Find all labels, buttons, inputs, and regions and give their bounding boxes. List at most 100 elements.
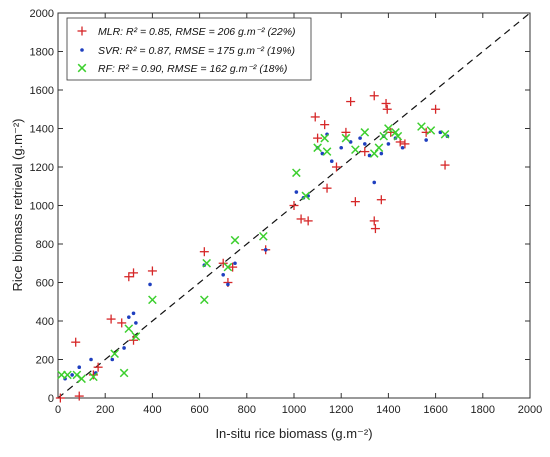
data-point-rf bbox=[199, 295, 209, 305]
data-point-rf bbox=[426, 126, 436, 135]
data-point-rf bbox=[320, 133, 330, 143]
data-point-svr bbox=[122, 346, 126, 350]
data-point-rf bbox=[131, 332, 141, 341]
x-tick-label: 0 bbox=[55, 404, 61, 416]
data-point-svr bbox=[329, 159, 334, 164]
x-tick-label: 200 bbox=[96, 404, 114, 416]
x-tick-label: 2000 bbox=[518, 404, 542, 416]
data-point-svr bbox=[339, 145, 344, 150]
points-layer bbox=[55, 91, 450, 403]
data-point-svr bbox=[372, 180, 377, 185]
data-point-mlr bbox=[331, 162, 341, 172]
data-point-rf bbox=[202, 258, 212, 268]
legend-label-svr: SVR: R² = 0.87, RMSE = 175 g.m⁻² (19%) bbox=[98, 45, 295, 57]
data-point-mlr bbox=[129, 268, 139, 278]
data-point-rf bbox=[230, 235, 240, 245]
data-point-mlr bbox=[106, 314, 116, 324]
data-point-mlr bbox=[341, 127, 351, 137]
data-point-mlr bbox=[303, 216, 313, 226]
data-point-rf bbox=[417, 122, 426, 131]
data-point-rf bbox=[384, 124, 393, 133]
data-point-svr bbox=[127, 315, 131, 319]
data-point-svr bbox=[110, 357, 115, 362]
data-point-rf bbox=[63, 370, 72, 380]
data-point-mlr bbox=[74, 391, 84, 401]
data-point-mlr bbox=[381, 98, 391, 108]
legend-markers bbox=[77, 26, 87, 73]
data-point-svr bbox=[134, 321, 138, 325]
y-tick-label: 600 bbox=[36, 278, 54, 290]
data-point-mlr bbox=[55, 393, 65, 403]
data-point-mlr bbox=[147, 266, 157, 276]
data-point-mlr bbox=[310, 112, 320, 122]
data-point-rf bbox=[301, 191, 311, 201]
data-point-rf bbox=[393, 131, 403, 141]
y-tick-label: 0 bbox=[48, 393, 54, 405]
data-point-mlr bbox=[360, 147, 370, 157]
data-point-mlr bbox=[296, 214, 306, 224]
legend-box bbox=[66, 17, 312, 81]
data-point-svr bbox=[233, 261, 237, 266]
data-point-svr bbox=[89, 357, 93, 362]
x-tick-label: 1600 bbox=[423, 404, 447, 416]
x-axis-title: In-situ rice biomass (g.m⁻²) bbox=[215, 426, 372, 441]
data-point-mlr bbox=[369, 91, 379, 101]
data-point-rf bbox=[379, 131, 389, 141]
data-point-mlr bbox=[376, 195, 386, 205]
data-point-mlr bbox=[129, 335, 139, 345]
x-tick-label: 800 bbox=[238, 404, 256, 416]
x-tick-label: 400 bbox=[143, 404, 161, 416]
data-point-mlr bbox=[350, 197, 360, 207]
data-point-rf bbox=[119, 368, 129, 378]
y-tick-label: 400 bbox=[36, 316, 54, 328]
data-point-mlr bbox=[346, 97, 356, 107]
data-point-svr bbox=[77, 365, 82, 370]
data-point-svr bbox=[131, 311, 136, 316]
data-point-rf bbox=[110, 349, 119, 359]
x-tick-label: 1800 bbox=[471, 404, 495, 416]
y-tick-label: 800 bbox=[36, 239, 54, 251]
x-tick-label: 1000 bbox=[282, 404, 306, 416]
ticks-layer: 0 200 400 600 800 1000 1200 1400 1600 1800 2000 0 20… bbox=[30, 8, 543, 416]
y-tick-label: 1000 bbox=[30, 201, 54, 213]
data-point-mlr bbox=[322, 183, 332, 193]
x-tick-label: 600 bbox=[190, 404, 208, 416]
data-point-svr bbox=[358, 136, 362, 140]
data-point-rf bbox=[391, 128, 400, 137]
data-point-svr bbox=[400, 145, 405, 150]
data-point-svr bbox=[70, 373, 74, 377]
y-tick-label: 1400 bbox=[30, 124, 54, 136]
data-point-svr bbox=[263, 247, 268, 252]
data-point-mlr bbox=[369, 216, 379, 226]
data-point-mlr bbox=[400, 139, 410, 149]
data-point-rf bbox=[77, 374, 86, 384]
data-point-mlr bbox=[431, 104, 441, 114]
legend-marker-rf bbox=[77, 63, 87, 73]
y-tick-label: 1800 bbox=[30, 47, 54, 59]
x-tick-label: 1200 bbox=[329, 404, 353, 416]
data-point-mlr bbox=[228, 262, 238, 272]
data-point-mlr bbox=[320, 120, 330, 130]
data-point-mlr bbox=[289, 201, 299, 210]
data-point-svr bbox=[148, 282, 152, 287]
data-point-svr bbox=[424, 138, 428, 142]
legend-label-rf: RF: R² = 0.90, RMSE = 162 g.m⁻² (18%) bbox=[98, 63, 287, 75]
y-axis-title: Rice biomass retrieval (g.m⁻²) bbox=[10, 118, 25, 291]
data-point-rf bbox=[351, 145, 360, 155]
data-point-mlr bbox=[117, 318, 127, 328]
data-point-mlr bbox=[218, 258, 228, 268]
y-tick-label: 2000 bbox=[30, 8, 54, 20]
data-point-rf bbox=[258, 231, 268, 241]
data-point-rf bbox=[440, 129, 450, 139]
data-point-svr bbox=[386, 142, 391, 146]
data-point-svr bbox=[294, 190, 299, 194]
data-point-rf bbox=[89, 372, 98, 382]
data-point-rf bbox=[124, 324, 134, 334]
data-point-mlr bbox=[440, 160, 450, 170]
data-point-rf bbox=[223, 262, 233, 272]
data-point-mlr bbox=[370, 224, 380, 234]
data-point-svr bbox=[221, 273, 225, 277]
data-point-mlr bbox=[93, 362, 103, 372]
data-point-rf bbox=[322, 147, 332, 156]
data-point-mlr bbox=[71, 337, 81, 347]
